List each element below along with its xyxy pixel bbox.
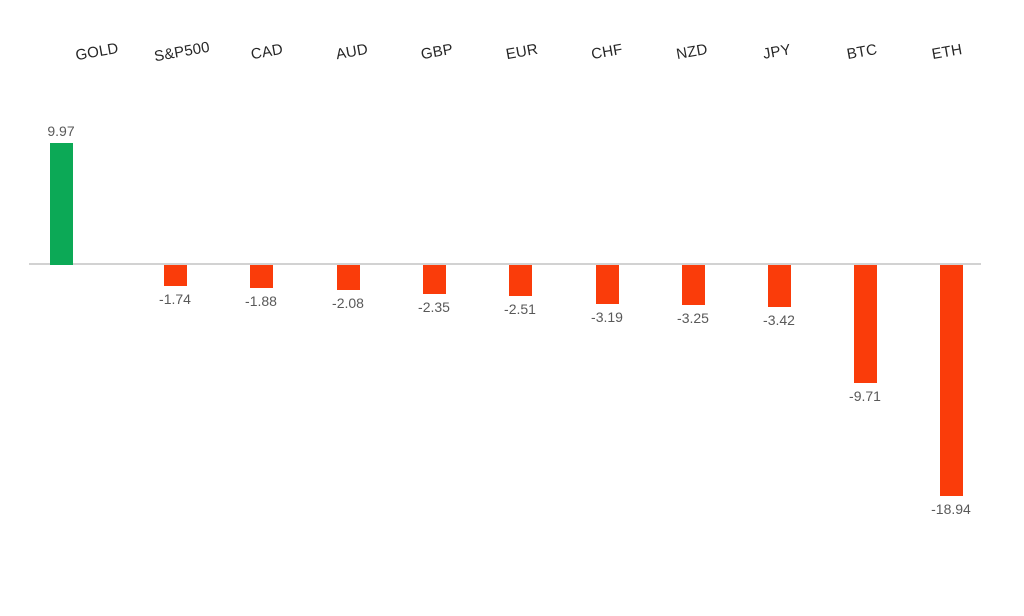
data-label-btc: -9.71 — [849, 388, 881, 405]
data-label-sp500: -1.74 — [159, 291, 191, 308]
category-label-btc: BTC — [845, 40, 879, 64]
bar-jpy — [767, 265, 791, 307]
category-label-chf: CHF — [590, 40, 624, 64]
category-label-eth: ETH — [930, 40, 964, 64]
category-label-aud: AUD — [334, 40, 370, 64]
category-label-sp500: S&P500 — [152, 38, 212, 66]
bar-nzd — [681, 265, 705, 305]
category-label-eur: EUR — [504, 40, 540, 64]
bar-cad — [249, 265, 273, 288]
category-label-gbp: GBP — [419, 40, 455, 64]
bar-aud — [336, 265, 360, 291]
category-label-nzd: NZD — [675, 40, 709, 64]
data-label-cad: -1.88 — [245, 292, 277, 309]
category-label-gold: GOLD — [74, 39, 120, 65]
data-label-gbp: -2.35 — [418, 298, 450, 315]
bar-btc — [853, 265, 877, 384]
category-label-jpy: JPY — [761, 41, 793, 63]
data-label-aud: -2.08 — [332, 295, 364, 312]
data-label-eur: -2.51 — [504, 300, 536, 317]
x-axis-line — [29, 263, 981, 265]
data-label-jpy: -3.42 — [763, 311, 795, 328]
data-label-gold: 9.97 — [47, 123, 75, 140]
bar-gbp — [422, 265, 446, 294]
category-label-cad: CAD — [249, 40, 285, 64]
data-label-chf: -3.19 — [591, 308, 623, 325]
bar-chf — [595, 265, 619, 304]
bar-gold — [49, 143, 73, 265]
data-label-nzd: -3.25 — [677, 309, 709, 326]
bar-eur — [508, 265, 532, 296]
data-label-eth: -18.94 — [931, 501, 971, 518]
bar-sp500 — [163, 265, 187, 287]
bar-eth — [939, 265, 963, 497]
